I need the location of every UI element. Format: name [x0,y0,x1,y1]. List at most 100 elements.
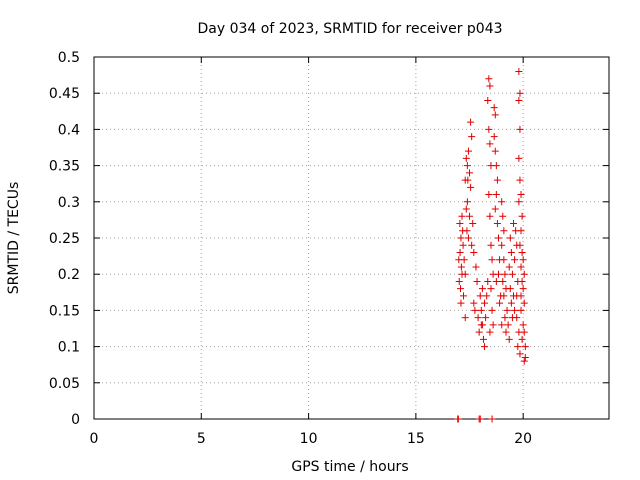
data-point-marker [521,343,529,351]
data-point-marker [457,234,465,242]
data-point-marker [508,270,516,278]
data-point-marker [462,154,470,162]
data-point-marker [485,75,493,83]
data-point-marker [477,306,485,314]
data-point-marker [516,176,524,184]
data-point-marker [515,328,523,336]
data-point-marker [485,191,493,199]
data-point-marker [511,306,519,314]
data-point-marker [500,227,508,235]
data-point-marker [472,263,480,271]
data-point-marker [507,299,515,307]
data-point-marker [493,176,501,184]
data-point-marker [505,263,513,271]
data-point-marker [481,343,489,351]
data-point-marker [500,292,508,300]
y-tick-labels: 0 0.05 0.1 0.15 0.2 0.25 0.3 0.35 0.4 0.45 0.5 [49,50,80,428]
data-point-marker [491,147,499,155]
data-point-marker [464,234,472,242]
data-point-marker [468,241,476,249]
data-point-marker [518,248,526,256]
data-point-marker [518,212,526,220]
data-point-marker [490,133,498,141]
data-point-marker [460,292,468,300]
y-tick-label: 0.4 [58,122,80,138]
data-point-marker [519,285,527,293]
data-point-marker [456,248,464,256]
data-point-marker [473,277,481,285]
data-point-marker [463,198,471,206]
x-axis-label: GPS time / hours [291,459,408,475]
data-point-marker [514,343,522,351]
data-point-marker [496,299,504,307]
y-tick-label: 0.1 [58,340,80,356]
data-point-marker [501,314,509,322]
data-point-marker [481,299,489,307]
y-tick-label: 0 [71,412,80,428]
data-point-marker [463,162,471,170]
data-point-marker [498,198,506,206]
data-point-marker [518,277,526,285]
data-point-marker [515,198,523,206]
data-point-marker [456,220,464,228]
data-point-marker [502,328,510,336]
data-point-marker [455,277,463,285]
data-point-marker [460,256,468,264]
data-point-marker [461,314,469,322]
data-point-marker [498,241,506,249]
data-point-marker [489,321,497,329]
data-point-marker [491,111,499,119]
data-point-marker [516,125,524,133]
data-point-marker [467,183,475,191]
data-point-marker [488,256,496,264]
data-point-marker [464,176,472,184]
data-point-marker [476,292,484,300]
data-point-marker [513,314,521,322]
data-point-marker [519,256,527,264]
data-point-marker [476,415,484,423]
data-point-marker [517,263,525,271]
data-point-marker [486,212,494,220]
data-point-marker [463,227,471,235]
data-point-marker [470,248,478,256]
data-point-marker [499,277,507,285]
data-point-marker [486,140,494,148]
data-point-marker [454,415,462,423]
data-point-marker [470,299,478,307]
x-tick-labels: 0 5 10 15 20 [90,431,533,447]
data-point-marker [519,321,527,329]
data-point-marker [484,96,492,104]
data-point-marker [520,299,528,307]
data-point-marker [457,263,465,271]
data-point-marker [516,241,524,249]
data-point-marker [507,248,515,256]
data-point-marker [503,306,511,314]
y-tick-label: 0.3 [58,195,80,211]
data-point-marker [468,133,476,141]
data-point-marker [487,285,495,293]
data-point-marker [459,241,467,249]
data-point-marker [488,306,496,314]
data-point-marker [517,227,525,235]
data-point-marker [492,162,500,170]
data-point-marker [504,321,512,329]
data-point-marker [487,241,495,249]
data-point-marker [491,205,499,213]
chart-title: Day 034 of 2023, SRMTID for receiver p04… [197,21,502,37]
data-point-marker [492,191,500,199]
data-point-marker [517,191,525,199]
data-point-marker [515,67,523,75]
x-tick-label: 5 [197,431,206,447]
x-tick-label: 0 [90,431,99,447]
data-point-marker [479,335,487,343]
data-point-marker [484,277,492,285]
data-point-marker [521,353,529,361]
data-point-marker [500,256,508,264]
data-point-marker [483,292,491,300]
data-point-marker [457,285,465,293]
data-point-marker [492,277,500,285]
data-point-marker [494,234,502,242]
data-point-marker [466,169,474,177]
